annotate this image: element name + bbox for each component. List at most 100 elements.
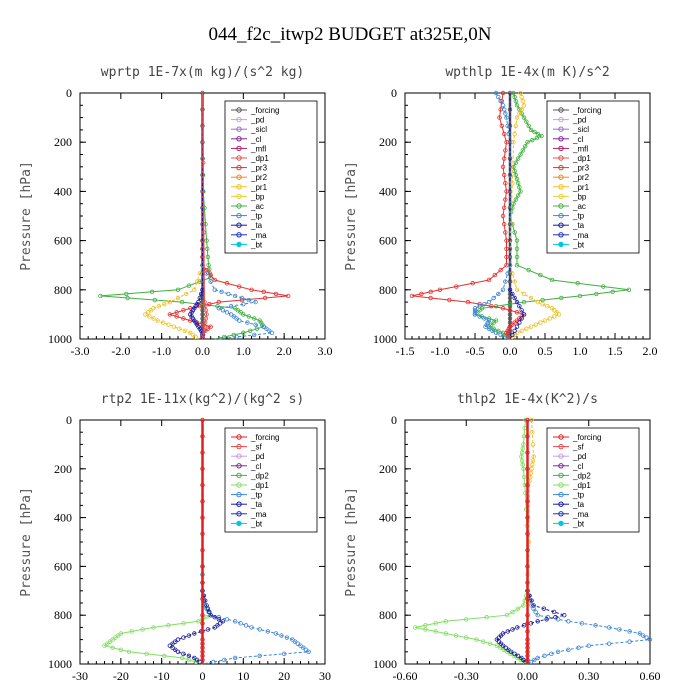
series-marker bbox=[194, 279, 200, 284]
series-marker bbox=[506, 131, 512, 137]
series-marker bbox=[175, 287, 181, 292]
series-marker bbox=[512, 279, 517, 284]
series-marker bbox=[498, 267, 503, 273]
series-marker bbox=[525, 621, 530, 626]
series-marker bbox=[237, 284, 242, 289]
series-marker bbox=[515, 193, 521, 198]
series-marker bbox=[419, 291, 424, 297]
series-marker bbox=[518, 189, 523, 194]
series-marker bbox=[640, 633, 646, 638]
series-marker bbox=[203, 320, 208, 325]
series-marker bbox=[477, 304, 482, 309]
legend-marker bbox=[236, 241, 242, 248]
legend-marker bbox=[236, 174, 242, 180]
series-marker bbox=[200, 657, 205, 663]
series-marker bbox=[167, 299, 173, 305]
panel-title: wprtp 1E-7x(m kg)/(s^2 kg) bbox=[101, 65, 305, 80]
series-marker bbox=[514, 263, 520, 268]
series-marker bbox=[174, 310, 179, 315]
series-marker bbox=[525, 637, 530, 642]
series-marker bbox=[306, 649, 311, 654]
series-marker bbox=[237, 318, 242, 323]
series-marker bbox=[207, 301, 212, 307]
series-marker bbox=[577, 293, 583, 299]
legend-label: _dp1 bbox=[250, 481, 269, 490]
series-marker bbox=[520, 446, 525, 451]
series-marker bbox=[521, 299, 527, 305]
series-marker bbox=[241, 301, 246, 307]
series-marker bbox=[200, 564, 205, 569]
series-marker bbox=[205, 326, 211, 331]
series-marker bbox=[216, 299, 222, 305]
series-marker bbox=[503, 645, 508, 650]
x-tick-label: -1.5 bbox=[396, 344, 415, 358]
series-marker bbox=[507, 287, 513, 292]
series-marker bbox=[232, 619, 238, 624]
series-marker bbox=[470, 281, 475, 286]
series-marker bbox=[507, 301, 513, 307]
series-marker bbox=[249, 287, 254, 292]
series-marker bbox=[238, 310, 243, 315]
series-marker bbox=[555, 617, 561, 622]
series-marker bbox=[489, 304, 494, 309]
legend-marker bbox=[558, 145, 564, 152]
series-marker bbox=[188, 318, 193, 323]
series-marker bbox=[243, 623, 249, 628]
series-marker bbox=[525, 596, 530, 602]
series-marker bbox=[472, 308, 478, 313]
series-marker bbox=[409, 293, 415, 299]
series-marker bbox=[542, 653, 547, 659]
series-marker bbox=[472, 310, 478, 315]
series-line-dp1g bbox=[415, 419, 528, 665]
series-marker bbox=[484, 615, 489, 620]
legend-label: _pd bbox=[250, 116, 264, 125]
series-marker bbox=[173, 647, 178, 652]
series-marker bbox=[510, 627, 515, 632]
series-marker bbox=[203, 308, 209, 313]
legend-marker bbox=[236, 463, 242, 469]
series-marker bbox=[525, 531, 530, 537]
x-tick-label: -1.0 bbox=[431, 344, 450, 358]
series-marker bbox=[279, 633, 284, 638]
series-marker bbox=[486, 277, 492, 283]
series-marker bbox=[514, 103, 520, 108]
series-marker bbox=[301, 645, 306, 650]
series-marker bbox=[559, 295, 564, 301]
legend-label: _ma bbox=[572, 510, 589, 519]
series-marker bbox=[503, 334, 508, 340]
x-tick-label: 0.0 bbox=[503, 344, 518, 358]
series-marker bbox=[166, 322, 171, 327]
series-marker bbox=[464, 635, 469, 640]
series-marker bbox=[204, 238, 209, 243]
y-tick-label: 400 bbox=[379, 511, 397, 525]
series-marker bbox=[126, 649, 132, 654]
y-axis-label: Pressure [hPa] bbox=[19, 487, 34, 597]
series-marker bbox=[197, 304, 202, 309]
series-marker bbox=[208, 613, 213, 618]
series-marker bbox=[292, 639, 298, 644]
series-line-ac bbox=[100, 93, 265, 340]
legend-marker bbox=[236, 164, 242, 171]
series-marker bbox=[200, 621, 205, 626]
series-marker bbox=[507, 312, 513, 317]
panel-thlp2: thlp2 1E-4x(K^2)/s Pressure [hPa] -0.60 -0.… bbox=[344, 392, 661, 683]
series-marker bbox=[519, 94, 524, 100]
series-marker bbox=[541, 606, 547, 611]
series-marker bbox=[531, 603, 536, 608]
series-marker bbox=[508, 209, 514, 215]
series-marker bbox=[504, 139, 509, 145]
series-marker bbox=[493, 330, 499, 336]
x-tick-label: -3.0 bbox=[71, 344, 90, 358]
series-marker bbox=[266, 328, 272, 333]
series-marker bbox=[500, 213, 506, 219]
series-marker bbox=[503, 230, 508, 235]
series-marker bbox=[499, 123, 505, 128]
series-marker bbox=[201, 328, 207, 333]
series-marker bbox=[529, 466, 534, 471]
series-marker bbox=[512, 651, 517, 657]
series-marker bbox=[477, 314, 482, 319]
series-marker bbox=[501, 156, 507, 161]
series-marker bbox=[265, 629, 271, 634]
series-marker bbox=[284, 635, 290, 640]
legend-marker bbox=[236, 126, 242, 132]
